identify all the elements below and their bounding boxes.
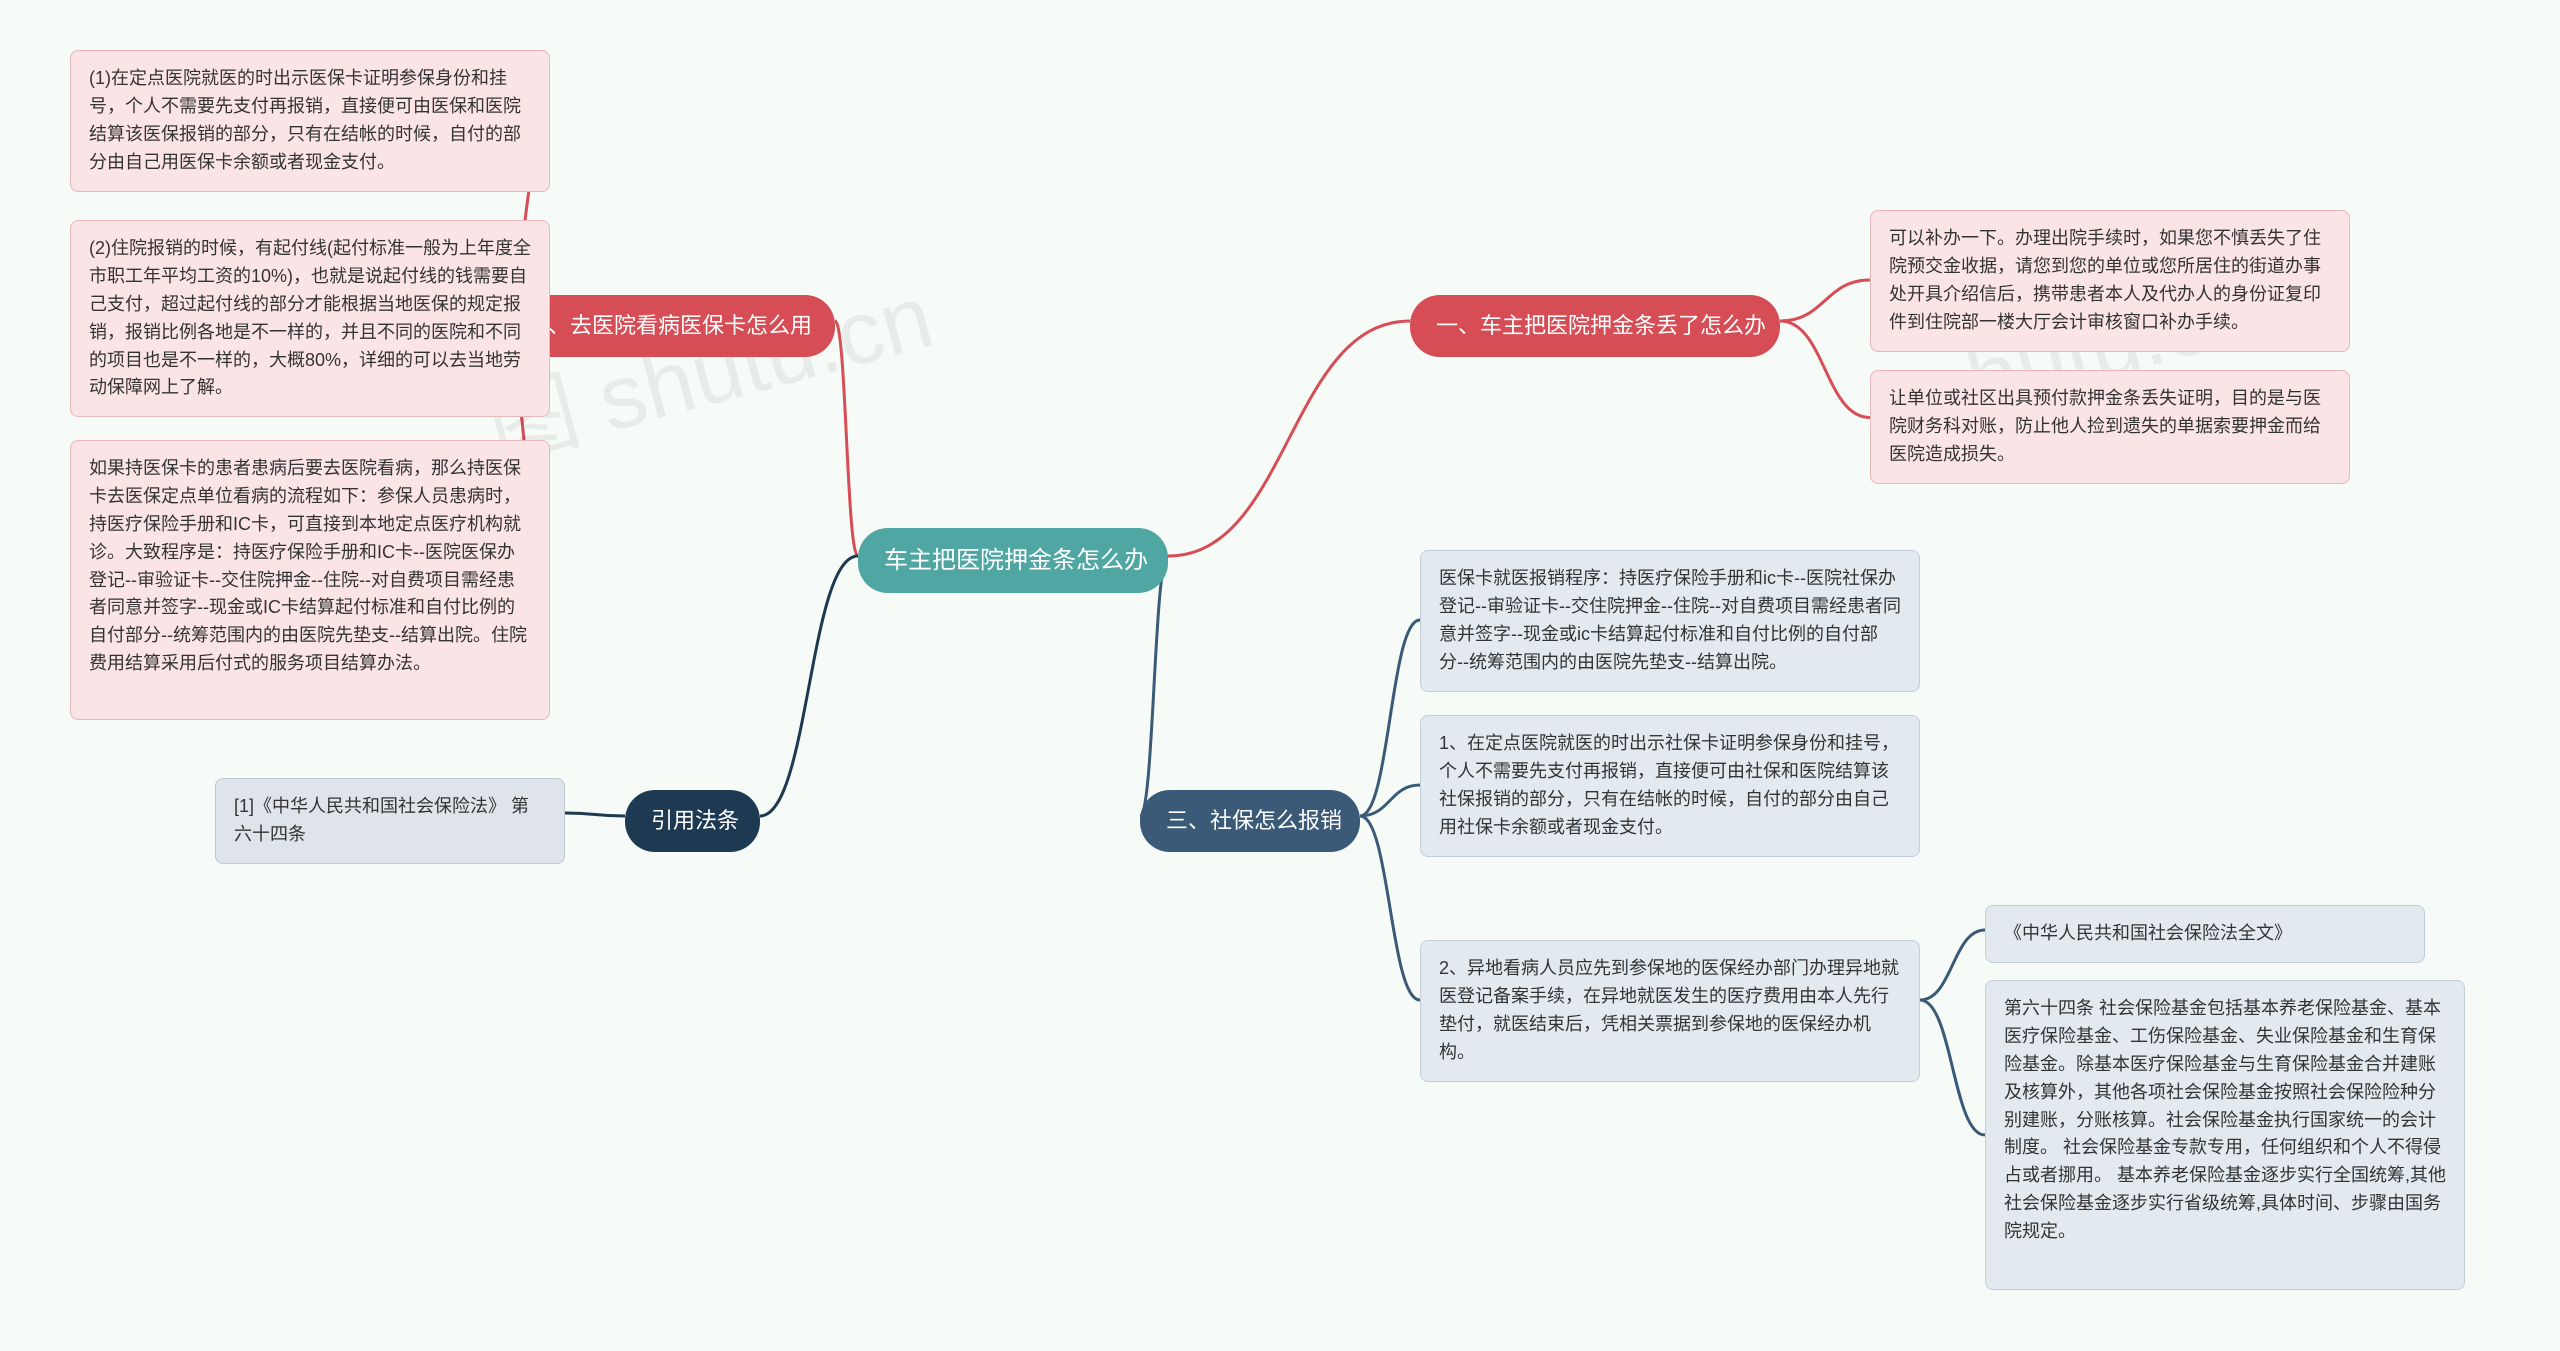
branch-3: 三、社保怎么报销 [1140,790,1360,852]
branch-4-child-1: [1]《中华人民共和国社会保险法》 第六十四条 [215,778,565,864]
branch-3-child-3: 2、异地看病人员应先到参保地的医保经办部门办理异地就医登记备案手续，在异地就医发… [1420,940,1920,1082]
branch-2-child-2: (2)住院报销的时候，有起付线(起付标准一般为上年度全市职工年平均工资的10%)… [70,220,550,417]
branch-2: 二、去医院看病医保卡怎么用 [500,295,835,357]
branch-4: 引用法条 [625,790,760,852]
branch-1-child-2: 让单位或社区出具预付款押金条丢失证明，目的是与医院财务科对账，防止他人捡到遗失的… [1870,370,2350,484]
root-node: 车主把医院押金条怎么办 [858,528,1168,593]
branch-1: 一、车主把医院押金条丢了怎么办 [1410,295,1780,357]
branch-3-child-1: 医保卡就医报销程序：持医疗保险手册和ic卡--医院社保办登记--审验证卡--交住… [1420,550,1920,692]
branch-3-child-2: 1、在定点医院就医的时出示社保卡证明参保身份和挂号，个人不需要先支付再报销，直接… [1420,715,1920,857]
branch-2-child-1: (1)在定点医院就医的时出示医保卡证明参保身份和挂号，个人不需要先支付再报销，直… [70,50,550,192]
branch-3-child-3-sub-2: 第六十四条 社会保险基金包括基本养老保险基金、基本医疗保险基金、工伤保险基金、失… [1985,980,2465,1290]
branch-2-child-3: 如果持医保卡的患者患病后要去医院看病，那么持医保卡去医保定点单位看病的流程如下：… [70,440,550,720]
branch-1-child-1: 可以补办一下。办理出院手续时，如果您不慎丢失了住院预交金收据，请您到您的单位或您… [1870,210,2350,352]
branch-3-child-3-sub-1: 《中华人民共和国社会保险法全文》 [1985,905,2425,963]
